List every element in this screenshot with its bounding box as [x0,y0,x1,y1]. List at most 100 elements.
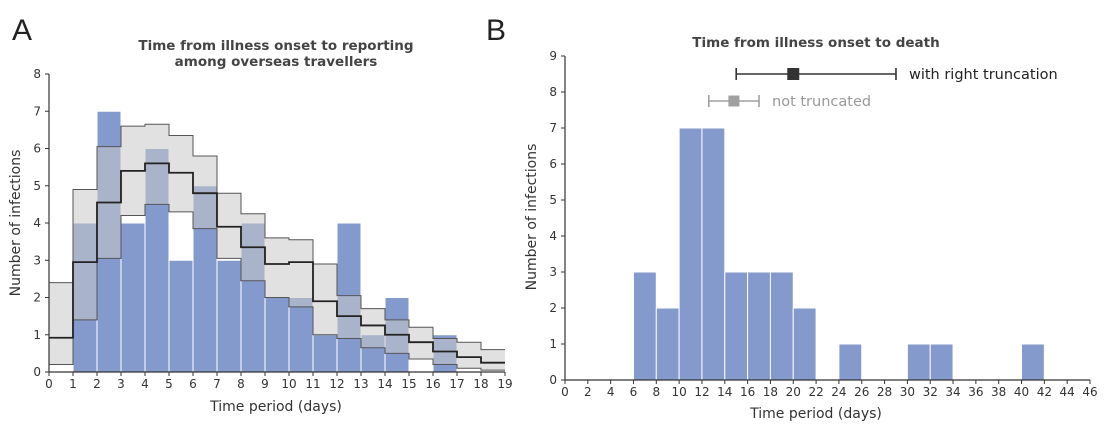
panel-b-bar [678,127,703,381]
panel-a-y-tick-label: 5 [33,179,41,193]
panel-b-bar [929,343,954,381]
panel-a-lower-bound-line [49,203,505,371]
panel-a-x-tick-label: 0 [45,377,53,391]
panel-a-x-tick-label: 13 [353,377,368,391]
panel-a-x-tick-label: 5 [165,377,173,391]
panel-a-title-line-2: among overseas travellers [175,54,378,70]
panel-a-y-tick-label: 6 [33,142,41,156]
panel-b-x-tick-label: 24 [831,385,846,399]
panel-a-letter: A [12,14,32,47]
panel-a-y-tick-label: 1 [33,328,41,342]
panel-a-x-tick-label: 16 [425,377,440,391]
panel-b-x-tick-label: 0 [561,385,569,399]
panel-a-x-tick-label: 3 [117,377,125,391]
panel-a-bar [120,222,146,373]
panel-b-x-tick-label: 28 [877,385,892,399]
panel-b-x-tick-label: 38 [991,385,1006,399]
panel-b-bar [655,307,680,381]
panel-b-estimate-point [728,95,740,107]
panel-b-x-tick-label: 44 [1060,385,1075,399]
panel-b-x-tick-label: 22 [808,385,823,399]
panel-b-y-tick-label: 7 [549,121,557,135]
panel-a-x-tick-label: 9 [261,377,269,391]
panel-b-x-tick-label: 18 [763,385,778,399]
panel-a-y-tick-label: 0 [33,365,41,379]
panel-a-x-tick-label: 17 [449,377,464,391]
panel-a-x-tick-label: 4 [141,377,149,391]
panel-b-x-tick-label: 20 [786,385,801,399]
panel-b-x-tick-label: 4 [607,385,615,399]
panel-a-y-tick-label: 3 [33,253,41,267]
panel-a-bar [312,334,338,373]
panel-b-bar [1021,343,1045,381]
panel-b-estimate-label: with right truncation [909,67,1058,83]
panel-b-bar [724,271,749,381]
panel-a-y-tick-label: 4 [33,216,41,230]
panel-b-estimate-label: not truncated [772,94,871,110]
panel-a-x-tick-label: 7 [213,377,221,391]
panel-b-bar [747,271,771,381]
panel-a-interval-area [49,124,505,371]
panel-b-x-tick-label: 6 [630,385,638,399]
panel-a-x-tick-label: 14 [377,377,392,391]
panel-b-x-tick-label: 8 [652,385,660,399]
panel-b-x-tick-label: 46 [1082,385,1097,399]
panel-a-title-line-1: Time from illness onset to reporting [138,38,413,54]
panel-a-x-tick-label: 12 [329,377,344,391]
panel-b-bar [701,127,726,381]
panel-b-y-tick-label: 9 [549,49,557,63]
panel-b-y-tick-label: 1 [549,337,557,351]
panel-b-bar [632,271,657,381]
panel-b-x-tick-label: 26 [854,385,869,399]
panel-b-bar [906,343,931,381]
panel-a-x-tick-label: 8 [237,377,245,391]
panel-a-x-tick-label: 18 [473,377,488,391]
panel-a-x-tick-label: 2 [93,377,101,391]
panel-a-y-tick-label: 2 [33,291,41,305]
panel-a-x-tick-label: 19 [497,377,512,391]
panel-a-x-axis-label: Time period (days) [209,399,342,415]
panel-b-x-tick-label: 10 [671,385,686,399]
panel-b-x-tick-label: 40 [1014,385,1029,399]
panel-a-bar [168,259,194,373]
panel-a-x-tick-label: 1 [69,377,77,391]
panel-a-x-tick-label: 15 [401,377,416,391]
panel-b-x-tick-label: 2 [584,385,592,399]
panel-b-x-tick-label: 34 [945,385,960,399]
panel-b-title: Time from illness onset to death [692,35,939,51]
panel-b-x-axis-label: Time period (days) [749,406,882,422]
panel-b-y-tick-label: 3 [549,265,557,279]
panel-b-x-tick-label: 36 [968,385,983,399]
panel-a-median-line [49,162,505,364]
panel-b-x-tick-label: 30 [900,385,915,399]
panel-b-y-tick-label: 0 [549,373,557,387]
panel-b-y-tick-label: 6 [549,157,557,171]
panel-a-y-tick-label: 7 [33,104,41,118]
panel-a: A Time from illness onset to reporting a… [8,14,513,415]
panel-b-letter: B [486,14,506,47]
panel-a-bar [264,297,290,373]
panel-a-upper-bound-line [49,123,505,351]
panel-b-estimates: with right truncation not truncated [708,67,1058,110]
panel-b-y-tick-label: 4 [549,229,557,243]
panel-b-estimate-point [787,68,800,80]
panel-a-x-tick-label: 11 [305,377,320,391]
panel-b-x-tick-label: 16 [740,385,755,399]
panel-a-interval-band [49,123,505,371]
panel-a-y-tick-label: 8 [33,67,41,81]
panel-a-y-axis-label: Number of infections [8,150,24,297]
panel-b-bar [769,271,794,381]
panel-b-y-tick-label: 5 [549,193,557,207]
panel-b-x-tick-label: 12 [694,385,709,399]
panel-b-x-tick-label: 42 [1037,385,1052,399]
panel-b-x-tick-label: 32 [923,385,938,399]
panel-b-x-tick-label: 14 [717,385,732,399]
panel-b-bar [838,343,863,381]
panel-b-bars [632,127,1045,381]
panel-b-axes: 0 2 4 6 8 10 12 14 16 18 20 22 24 26 28 30 32 34 36 38 40 42 4… [549,49,1097,399]
panel-b-y-tick-label: 2 [549,301,557,315]
panel-a-bar [216,259,242,373]
